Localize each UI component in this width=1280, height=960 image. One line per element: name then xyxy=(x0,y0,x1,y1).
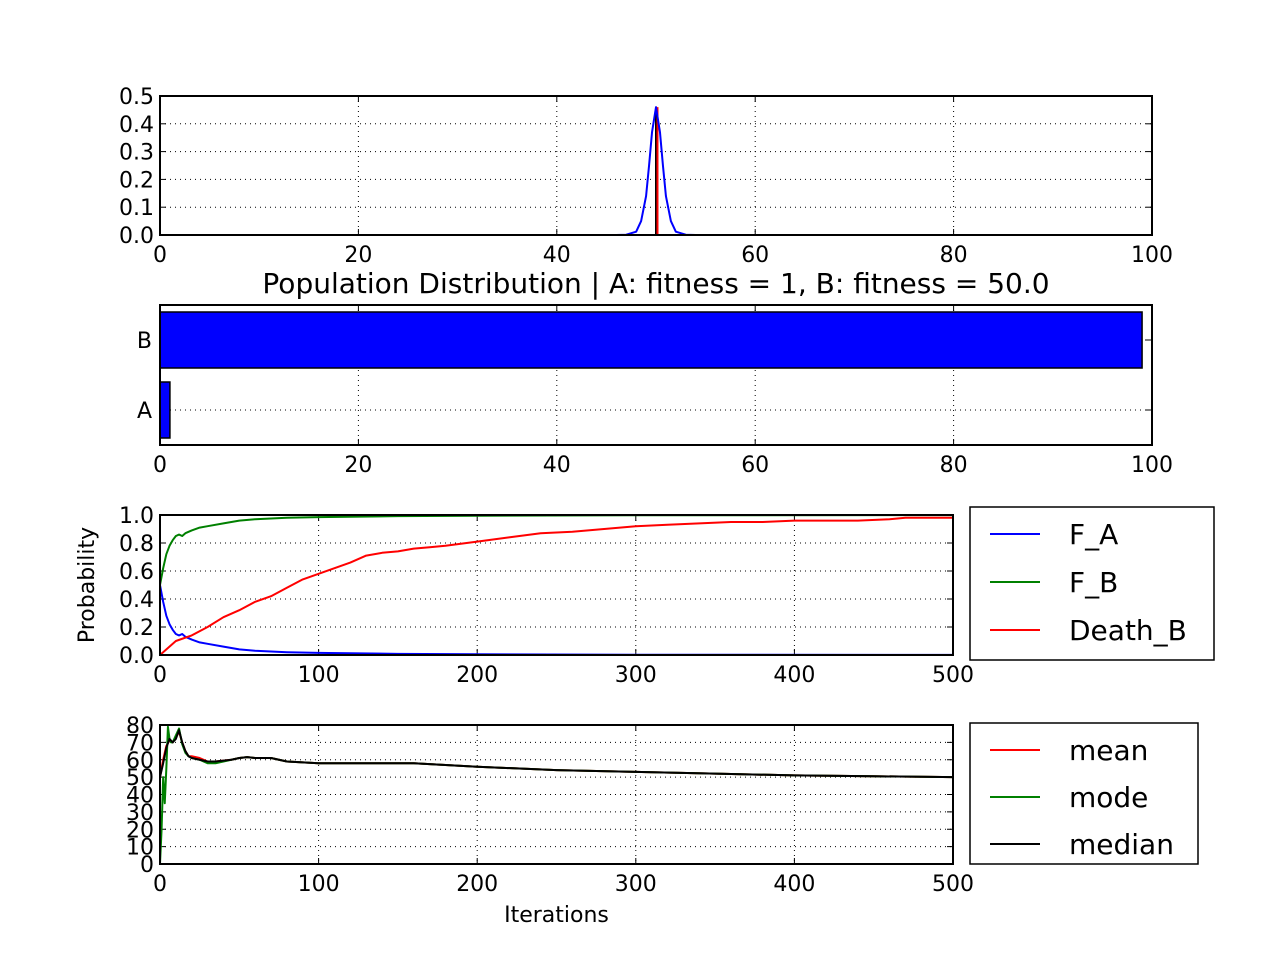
x-tick-label: 20 xyxy=(344,243,372,268)
y-tick-label: 20 xyxy=(126,818,154,843)
x-tick-label: 400 xyxy=(773,663,815,688)
legend-label: mean xyxy=(1069,734,1148,767)
y-tick-label: 40 xyxy=(126,784,154,809)
y-tick-label: 0.3 xyxy=(119,141,154,166)
y-tick-label: 70 xyxy=(126,731,154,756)
y-tick-label: 1.0 xyxy=(119,504,154,529)
x-axis-label: Iterations xyxy=(504,903,609,928)
x-tick-label: 60 xyxy=(741,243,769,268)
x-tick-label: 200 xyxy=(456,663,498,688)
legend-p4: mean mode median xyxy=(969,722,1199,865)
x-tick-label: 100 xyxy=(1131,453,1173,478)
x-tick-label: 0 xyxy=(153,243,167,268)
x-tick-label: 80 xyxy=(940,243,968,268)
y-tick-label: 60 xyxy=(126,749,154,774)
x-tick-label: 500 xyxy=(932,872,974,897)
y-tick-label: 50 xyxy=(126,766,154,791)
axes-frame xyxy=(159,95,1153,236)
x-tick-label: 0 xyxy=(153,872,167,897)
x-tick-label: 40 xyxy=(543,453,571,478)
y-tick-label: 80 xyxy=(126,714,154,739)
subplot-p2: 0 20 40 60 80 100 A B Population Distribution | … xyxy=(137,267,1173,478)
y-tick-label: 0.0 xyxy=(119,224,154,249)
legend-p3: F_A F_B Death_B xyxy=(969,506,1215,661)
series-line-f-a xyxy=(159,584,954,656)
legend-frame xyxy=(969,722,1199,865)
x-tick-label: 300 xyxy=(615,872,657,897)
x-tick-label: 40 xyxy=(543,243,571,268)
category-label-b: B xyxy=(137,329,152,354)
x-tick-label: 500 xyxy=(932,663,974,688)
y-tick-label: 0.8 xyxy=(119,532,154,557)
subplot-p3: 0 100 200 300 400 500 0.0 0.2 0.4 0.6 0.8 1.0 F_A F_B… xyxy=(75,504,1215,688)
y-tick-label: 0.4 xyxy=(119,588,154,613)
legend-label: F_A xyxy=(1069,518,1118,551)
y-tick-label: 0.2 xyxy=(119,616,154,641)
y-tick-label: 0.2 xyxy=(119,168,154,193)
category-label-a: A xyxy=(137,399,152,424)
subplot-p4: 0 100 200 300 400 50001020304050607080meanmod… xyxy=(126,714,1199,928)
series-line-median xyxy=(159,729,954,779)
x-tick-label: 20 xyxy=(344,453,372,478)
x-tick-label: 100 xyxy=(1131,243,1173,268)
x-tick-label: 80 xyxy=(940,453,968,478)
x-tick-label: 0 xyxy=(153,663,167,688)
series-line-curve xyxy=(616,106,696,236)
legend-label: F_B xyxy=(1069,566,1118,599)
y-axis-label: Probability xyxy=(75,527,100,643)
axes-frame xyxy=(159,724,954,865)
x-tick-label: 300 xyxy=(615,663,657,688)
legend-frame xyxy=(969,506,1215,661)
y-tick-label: 0.1 xyxy=(119,196,154,221)
x-tick-label: 400 xyxy=(773,872,815,897)
series-line-death-b xyxy=(159,516,953,656)
bar-b xyxy=(159,311,1143,369)
x-tick-label: 100 xyxy=(298,872,340,897)
bar-a xyxy=(159,381,171,439)
legend-label: mode xyxy=(1069,781,1148,814)
x-tick-label: 100 xyxy=(298,663,340,688)
chart-title: Population Distribution | A: fitness = 1… xyxy=(262,267,1049,300)
x-tick-label: 60 xyxy=(741,453,769,478)
subplot-p1: 0 20 40 60 80 100 0.0 0.1 0.20.3 0.4 0.5 xyxy=(119,85,1173,268)
legend-label: median xyxy=(1069,828,1174,861)
y-tick-label: 30 xyxy=(126,801,154,826)
y-tick-label: 0.6 xyxy=(119,560,154,585)
y-tick-label: 0 xyxy=(140,853,154,878)
x-tick-label: 200 xyxy=(456,872,498,897)
y-tick-label: 0.0 xyxy=(119,644,154,669)
legend-label: Death_B xyxy=(1069,614,1187,647)
y-tick-label: 0.4 xyxy=(119,113,154,138)
series-line-f-b xyxy=(159,514,954,586)
y-tick-label: 0.5 xyxy=(119,85,154,110)
axes-frame xyxy=(159,514,954,656)
y-tick-label: 10 xyxy=(126,836,154,861)
axes-frame xyxy=(159,304,1153,446)
x-tick-label: 0 xyxy=(153,453,167,478)
